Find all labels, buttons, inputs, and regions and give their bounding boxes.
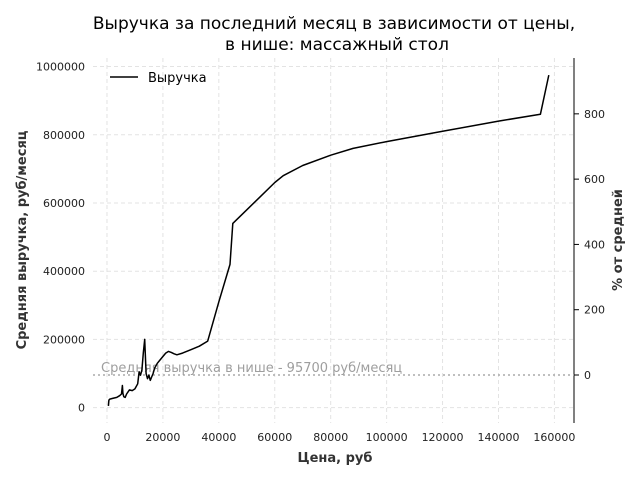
y-axis-label: Средняя выручка, руб/месяц [15,130,30,349]
secondary-y-tick-label: 0 [584,369,591,382]
y-tick-label: 1000000 [36,61,85,74]
secondary-y-axis-ticks: 0 200 400 600 800 [574,108,605,382]
y-tick-label: 600000 [43,197,85,210]
y-tick-label: 200000 [43,333,85,346]
x-tick-label: 20000 [145,431,180,444]
y-tick-label: 0 [78,402,85,415]
x-axis-ticks: 0 20000 40000 60000 80000 100000 120000 140000 1… [103,431,575,444]
series-line-revenue [107,74,550,406]
chart-title: Выручка за последний месяц в зависимости… [93,14,575,34]
x-tick-label: 160000 [533,431,575,444]
x-tick-label: 80000 [313,431,348,444]
x-tick-label: 120000 [422,431,464,444]
y-tick-label: 400000 [43,265,85,278]
secondary-y-tick-label: 400 [584,238,605,251]
secondary-y-tick-label: 600 [584,173,605,186]
average-reference-label: Средняя выручка в нише - 95700 руб/месяц [101,361,402,376]
y-tick-label: 800000 [43,129,85,142]
x-tick-label: 0 [103,431,110,444]
legend: Выручка [110,71,207,86]
grid [93,58,574,423]
x-tick-label: 100000 [366,431,408,444]
secondary-y-tick-label: 800 [584,108,605,121]
chart-subtitle: в нише: массажный стол [225,35,449,55]
x-tick-label: 40000 [201,431,236,444]
secondary-y-axis-label: % от средней [611,189,626,291]
secondary-y-tick-label: 200 [584,304,605,317]
x-tick-label: 60000 [257,431,292,444]
x-tick-label: 140000 [477,431,519,444]
x-axis-label: Цена, руб [298,451,373,466]
legend-label: Выручка [148,71,207,86]
y-axis-ticks: 0 200000 400000 600000 800000 1000000 [36,61,85,415]
